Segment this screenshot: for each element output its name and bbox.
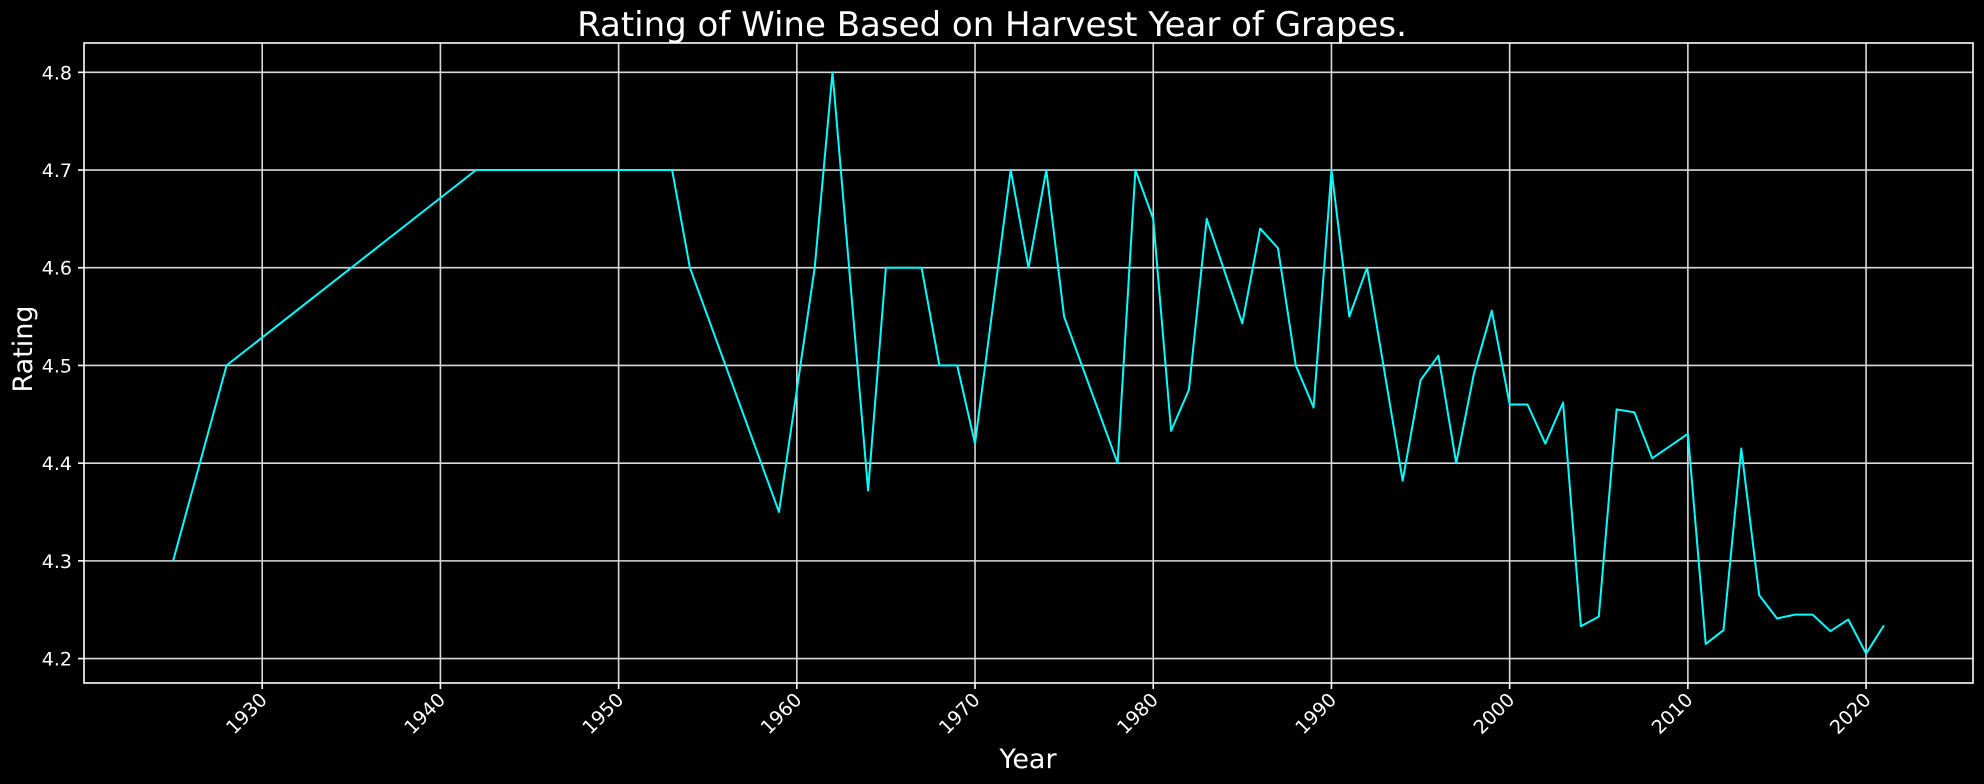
- chart-title: Rating of Wine Based on Harvest Year of …: [577, 5, 1407, 45]
- plot-frame: [83, 42, 1974, 684]
- y-tick-label: 4.2: [42, 649, 72, 671]
- y-tick-label: 4.6: [42, 258, 72, 280]
- series-group: [172, 71, 1885, 655]
- y-tick-label: 4.8: [42, 62, 72, 84]
- y-axis-label: Rating: [8, 305, 39, 392]
- y-tick-label: 4.5: [42, 355, 72, 377]
- y-axis-ticks: 4.2 4.3 4.4 4.5 4.6 4.7 4.8: [42, 62, 84, 671]
- y-tick-label: 4.4: [42, 453, 72, 475]
- y-tick-label: 4.3: [42, 551, 72, 573]
- x-axis-label: Year: [998, 744, 1057, 775]
- grid: [84, 43, 1973, 683]
- series-line-rating: [172, 71, 1885, 655]
- y-tick-label: 4.7: [42, 160, 72, 182]
